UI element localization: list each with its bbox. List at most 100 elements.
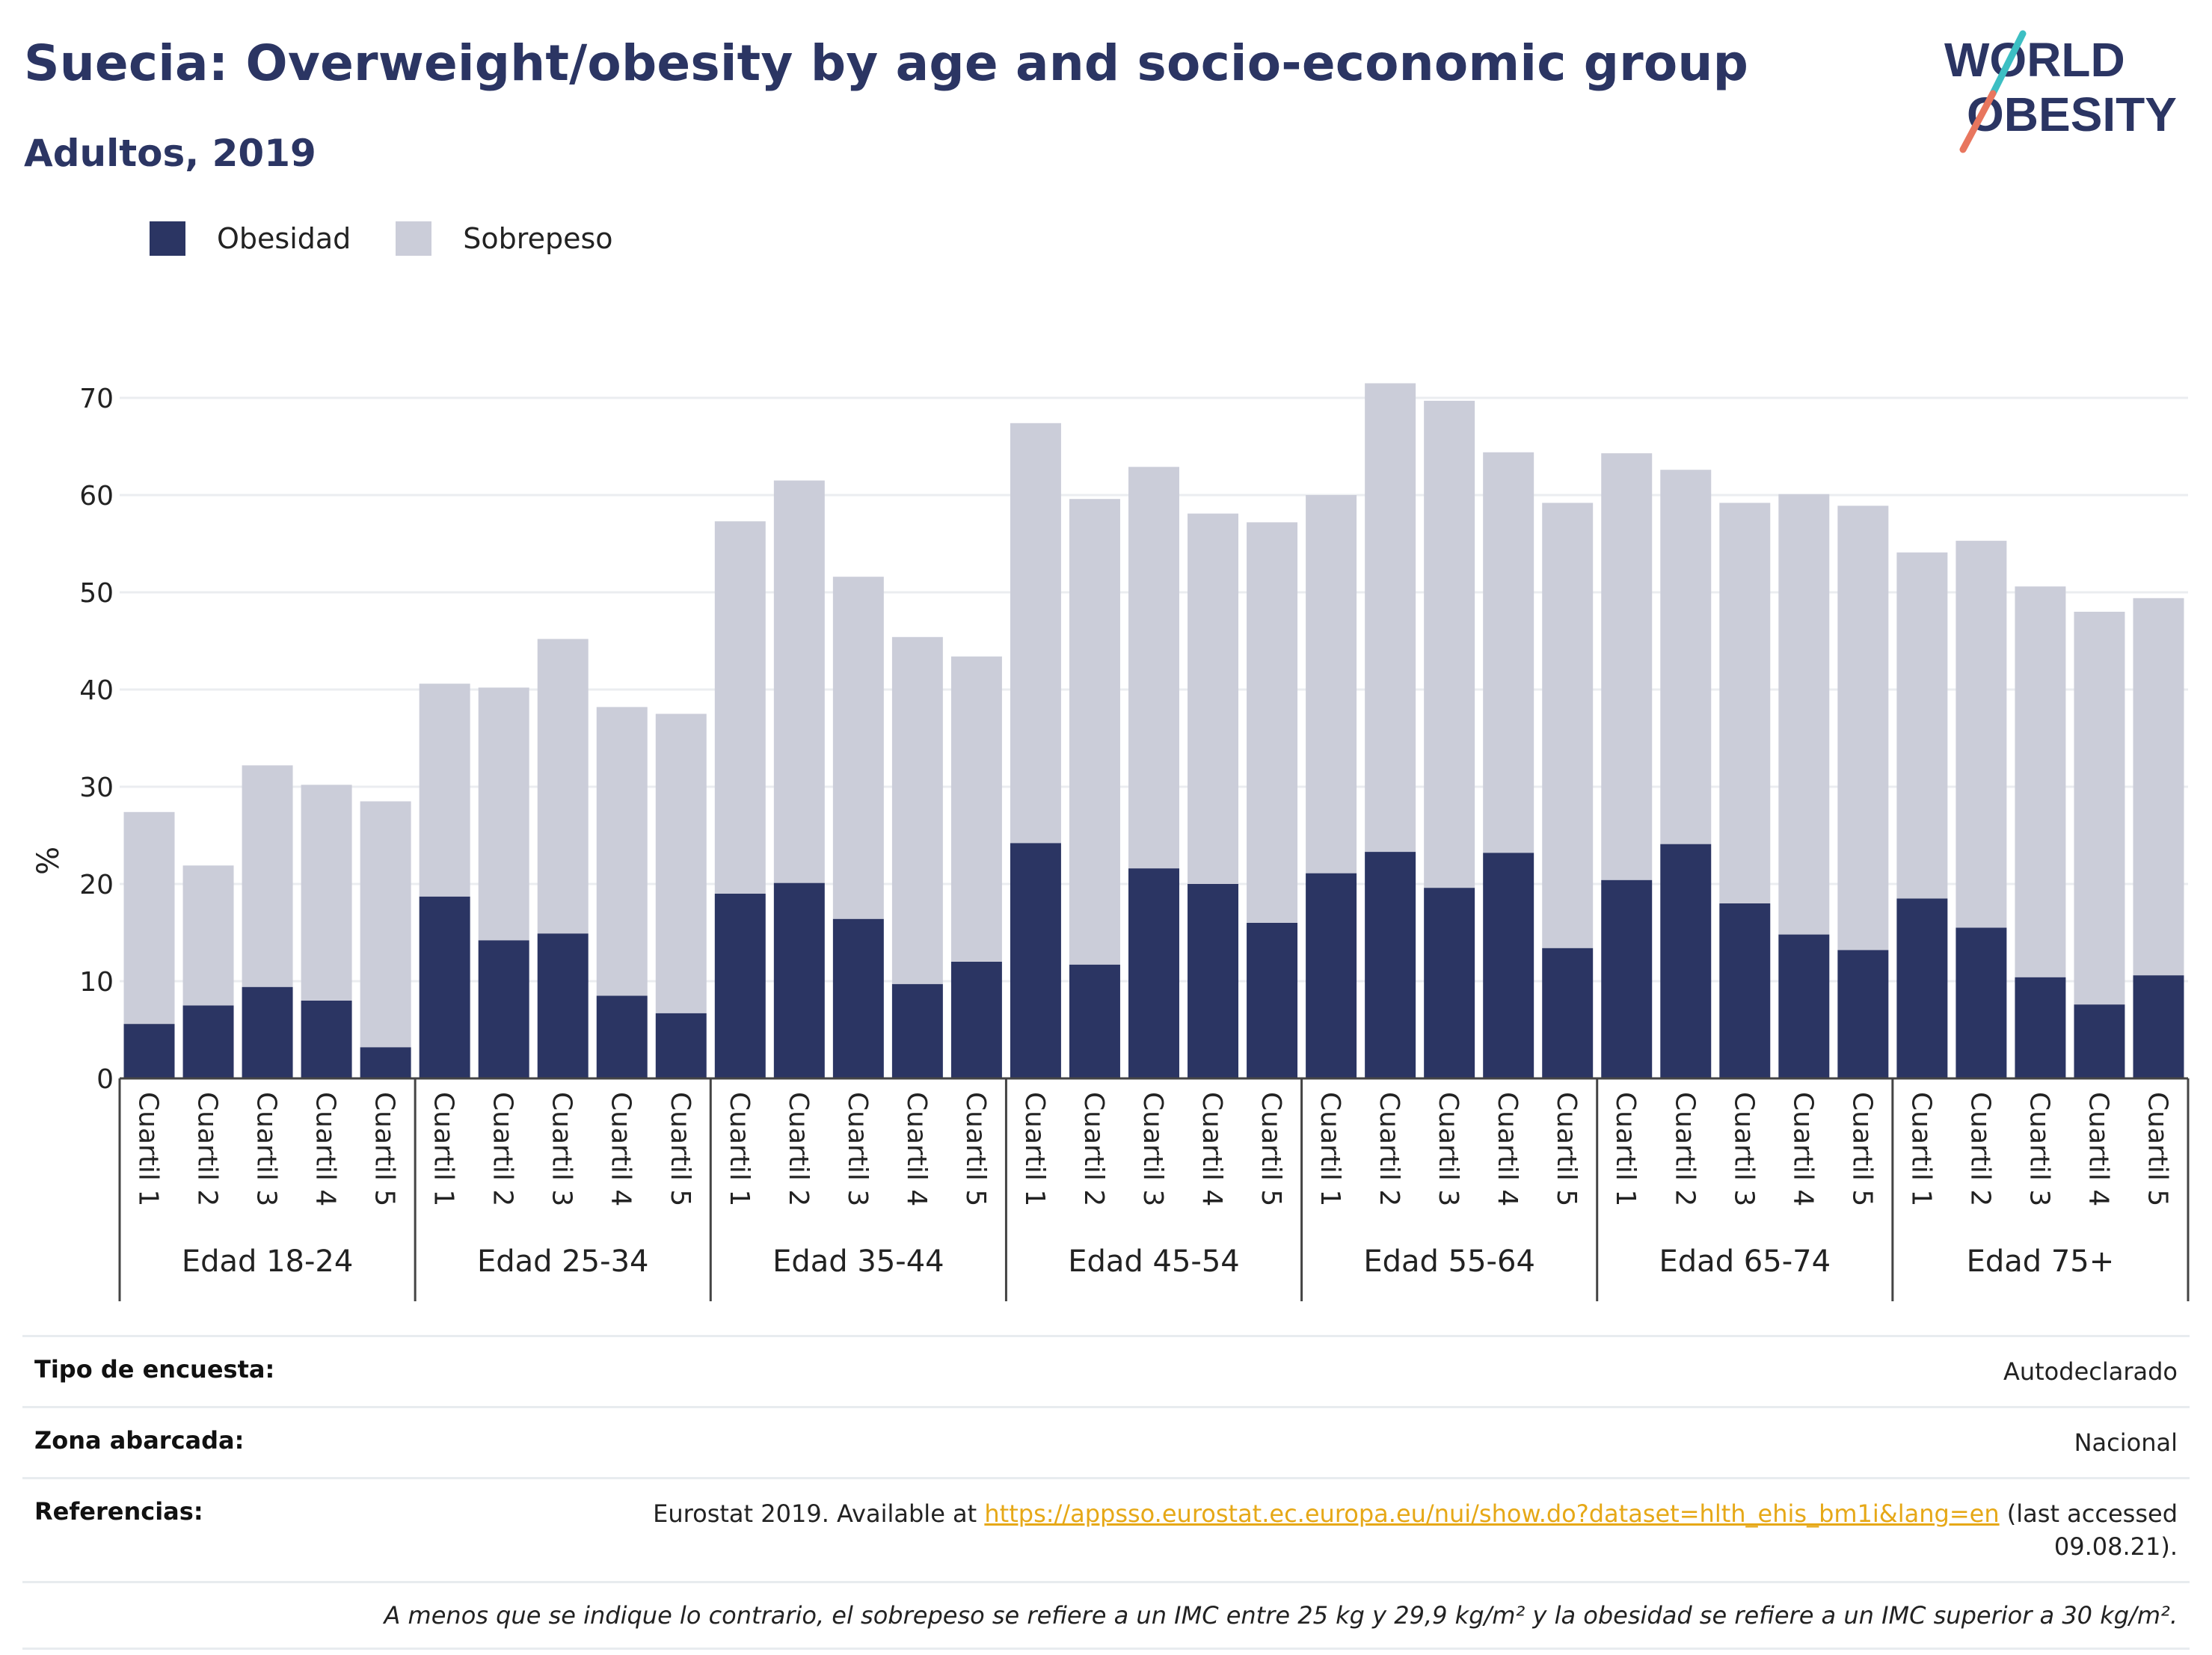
area-label: Zona abarcada: [34,1426,245,1455]
bar-obesity [1483,853,1534,1078]
bar-obesity [1306,873,1357,1078]
group-label: Edad 35-44 [772,1244,944,1279]
bar-obesity [1542,948,1594,1078]
bar-overweight [1660,470,1712,844]
area-value: Nacional [2074,1428,2178,1457]
bar-overweight [1365,383,1416,853]
bar-obesity [2074,1004,2125,1078]
bar-overweight [1542,503,1594,948]
bar-obesity [1069,964,1120,1078]
x-tick-label: Cuartil 2 [1669,1092,1700,1206]
info-row-survey-type: Tipo de encuesta: Autodeclarado [22,1335,2190,1406]
bar-obesity [1365,852,1416,1078]
x-tick-label: Cuartil 2 [1964,1092,1995,1206]
x-tick-label: Cuartil 3 [251,1092,282,1206]
bar-obesity [360,1047,411,1078]
x-tick-label: Cuartil 5 [960,1092,991,1206]
world-obesity-logo: WORLD OBESITY [1944,30,2177,153]
group-label: Edad 55-64 [1363,1244,1535,1279]
x-tick-label: Cuartil 5 [1551,1092,1582,1206]
definition-note: A menos que se indique lo contrario, el … [22,1581,2190,1650]
bar-overweight [832,577,884,919]
y-tick-label: 40 [79,675,114,706]
bar-overweight [2015,586,2066,977]
bar-obesity [950,962,1002,1078]
bar-overweight [242,765,293,987]
bar-obesity [1188,884,1239,1078]
legend-swatch-overweight [396,221,432,256]
x-tick-label: Cuartil 5 [1846,1092,1877,1206]
x-tick-label: Cuartil 1 [724,1092,755,1206]
bar-obesity [123,1024,175,1078]
info-row-references: Referencias: Eurostat 2019. Available at… [22,1477,2190,1581]
group-label: Edad 25-34 [477,1244,649,1279]
bar-obesity [2015,977,2066,1078]
x-tick-label: Cuartil 4 [310,1092,341,1206]
x-tick-label: Cuartil 2 [192,1092,223,1206]
x-tick-label: Cuartil 3 [1433,1092,1463,1206]
legend-item-obesity: Obesidad [150,221,351,256]
bar-overweight [1188,513,1239,884]
x-tick-label: Cuartil 1 [1610,1092,1641,1206]
y-tick-label: 50 [79,578,114,609]
bar-overweight [1247,522,1298,923]
group-label: Edad 75+ [1967,1244,2115,1279]
bar-obesity [1719,903,1771,1078]
x-tick-label: Cuartil 1 [428,1092,459,1206]
x-tick-label: Cuartil 3 [842,1092,873,1206]
bar-obesity [2133,975,2184,1078]
bar-obesity [1956,927,2007,1078]
legend-label-overweight: Sobrepeso [463,222,613,255]
legend-item-overweight: Sobrepeso [396,221,613,256]
references-suffix: (last accessed 09.08.21). [1999,1499,2178,1561]
x-tick-label: Cuartil 1 [1019,1092,1050,1206]
bar-obesity [1896,898,1948,1078]
bar-obesity [1010,843,1061,1078]
references-prefix: Eurostat 2019. Available at [653,1499,985,1528]
x-tick-label: Cuartil 3 [1137,1092,1168,1206]
bar-overweight [1069,499,1120,965]
x-tick-label: Cuartil 1 [1315,1092,1345,1206]
bar-obesity [773,882,825,1078]
bar-overweight [2074,612,2125,1005]
bar-overweight [1719,503,1771,903]
bar-overweight [1306,495,1357,873]
x-tick-label: Cuartil 2 [488,1092,518,1206]
svg-text:WORLD: WORLD [1944,33,2125,87]
x-tick-label: Cuartil 1 [133,1092,164,1206]
page-subtitle: Adultos, 2019 [24,132,316,175]
bar-obesity [301,1001,352,1078]
legend-swatch-obesity [150,221,185,256]
bar-obesity [537,933,589,1078]
bar-overweight [419,684,470,897]
x-tick-label: Cuartil 5 [369,1092,400,1206]
y-tick-label: 70 [79,384,114,414]
bar-obesity [1660,844,1712,1078]
bar-overweight [1778,494,1830,935]
bar-overweight [1128,467,1179,869]
survey-type-label: Tipo de encuesta: [34,1355,275,1384]
x-tick-label: Cuartil 3 [547,1092,577,1206]
bar-obesity [478,940,529,1078]
x-tick-label: Cuartil 2 [783,1092,814,1206]
bar-overweight [2133,598,2184,976]
svg-text:OBESITY: OBESITY [1967,87,2177,141]
page-title: Suecia: Overweight/obesity by age and so… [24,34,1749,92]
bar-overweight [1896,552,1948,899]
references-value: Eurostat 2019. Available at https://apps… [532,1497,2190,1563]
references-link[interactable]: https://appsso.eurostat.ec.europa.eu/nui… [984,1499,2000,1528]
bar-overweight [596,707,648,996]
x-tick-label: Cuartil 4 [1196,1092,1227,1206]
bar-obesity [1247,923,1298,1078]
bar-obesity [182,1005,234,1078]
bar-overweight [655,713,707,1013]
y-tick-label: 10 [79,967,114,998]
bar-obesity [419,896,470,1078]
x-tick-label: Cuartil 3 [1728,1092,1759,1206]
group-label: Edad 45-54 [1068,1244,1240,1279]
x-tick-label: Cuartil 2 [1374,1092,1404,1206]
bar-overweight [1956,541,2007,928]
y-axis-label: % [31,847,66,875]
bar-obesity [655,1013,707,1078]
bar-overweight [301,784,352,1001]
